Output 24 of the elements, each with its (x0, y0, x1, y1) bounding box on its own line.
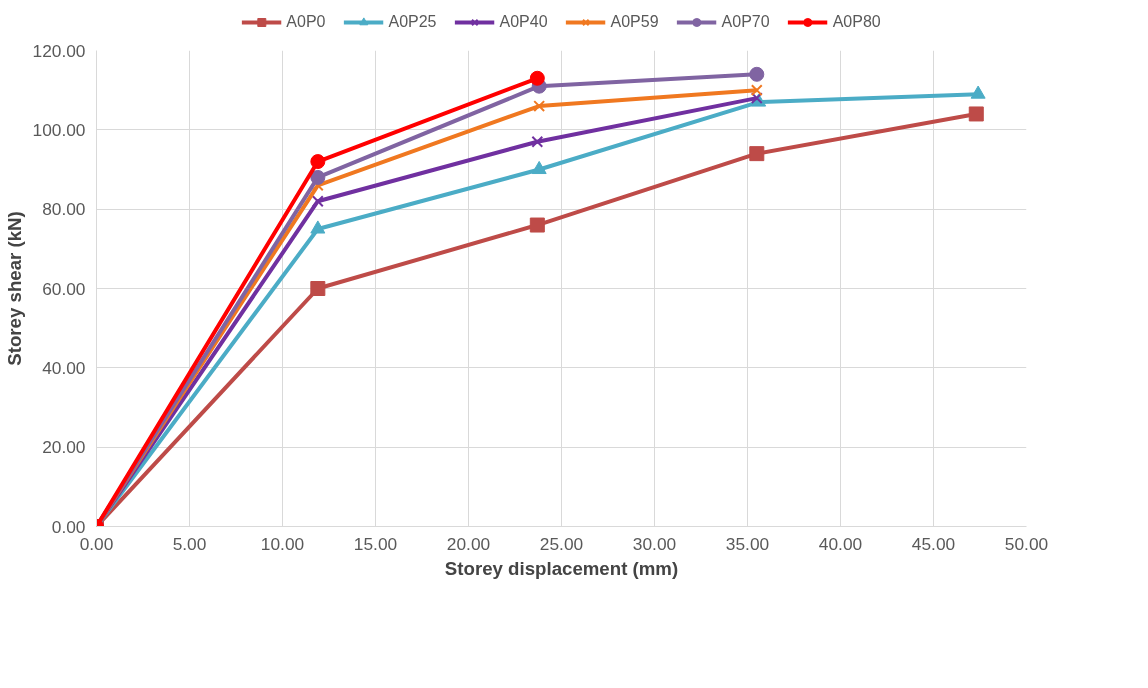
x-tick-label: 45.00 (911, 533, 956, 554)
x-tick-label: 25.00 (539, 533, 584, 554)
x-tick-label: 30.00 (632, 533, 677, 554)
x-tick-label: 20.00 (446, 533, 491, 554)
legend-label: A0P25 (388, 13, 437, 31)
y-tick-label: 100.00 (32, 119, 86, 140)
legend-label: A0P80 (832, 13, 881, 31)
y-axis-title: Storey shear (kN) (3, 211, 25, 366)
y-tick-label: 60.00 (42, 278, 86, 299)
x-axis-title: Storey displacement (mm) (444, 557, 679, 579)
legend-label: A0P40 (499, 13, 548, 31)
y-tick-label: 80.00 (42, 199, 86, 220)
x-tick-label: 35.00 (725, 533, 770, 554)
legend-label: A0P0 (286, 13, 326, 31)
y-tick-label: 120.00 (32, 40, 86, 61)
x-tick-label: 50.00 (1004, 533, 1049, 554)
x-tick-label: 10.00 (260, 533, 305, 554)
legend-label: A0P59 (610, 13, 659, 31)
y-tick-label: 40.00 (42, 357, 86, 378)
x-tick-label: 5.00 (172, 533, 207, 554)
x-tick-label: 40.00 (818, 533, 863, 554)
x-tick-label: 15.00 (353, 533, 398, 554)
y-tick-label: 20.00 (42, 437, 86, 458)
legend-label: A0P70 (721, 13, 770, 31)
